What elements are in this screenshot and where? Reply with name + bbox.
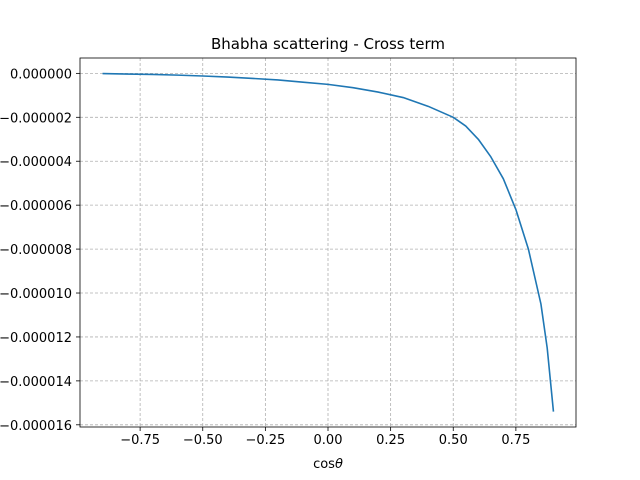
grid bbox=[80, 58, 576, 427]
y-axis: 0.000000 −0.000002 −0.000004 −0.000006 −0.00… bbox=[0, 67, 80, 434]
y-tick-label: −0.000014 bbox=[0, 375, 72, 390]
series-line bbox=[102, 72, 555, 412]
x-tick-label: 0.75 bbox=[501, 433, 530, 448]
series-layer bbox=[102, 72, 555, 412]
x-axis-label: cosθ bbox=[313, 457, 343, 472]
x-axis-label-symbol: θ bbox=[335, 457, 343, 472]
y-tick-label: 0.000000 bbox=[10, 67, 72, 82]
y-tick-label: −0.000006 bbox=[0, 199, 72, 214]
x-tick-label: 0.50 bbox=[439, 433, 468, 448]
y-tick-label: −0.000016 bbox=[0, 419, 72, 434]
y-tick-label: −0.000004 bbox=[0, 155, 72, 170]
x-tick-label: −0.25 bbox=[245, 433, 285, 448]
y-tick-label: −0.000008 bbox=[0, 243, 72, 258]
x-tick-label: −0.75 bbox=[120, 433, 160, 448]
x-axis-label-prefix: cos bbox=[313, 457, 335, 472]
x-tick-label: 0.25 bbox=[376, 433, 405, 448]
chart-title: Bhabha scattering - Cross term bbox=[211, 35, 445, 53]
x-tick-label: −0.50 bbox=[183, 433, 223, 448]
y-tick-label: −0.000012 bbox=[0, 331, 72, 346]
y-tick-label: −0.000010 bbox=[0, 287, 72, 302]
x-axis: −0.75 −0.50 −0.25 0.00 0.25 0.50 0.75 bbox=[120, 427, 530, 448]
y-tick-label: −0.000002 bbox=[0, 111, 72, 126]
x-tick-label: 0.00 bbox=[314, 433, 343, 448]
